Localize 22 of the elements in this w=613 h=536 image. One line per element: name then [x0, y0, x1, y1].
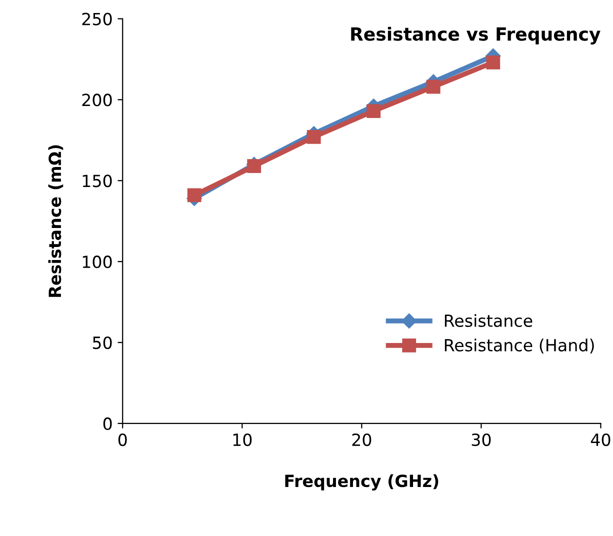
point: [426, 80, 440, 94]
chart-title: Resistance vs Frequency: [351, 26, 600, 44]
x-tick-label: 40: [590, 433, 610, 446]
point: [486, 56, 500, 70]
y-tick-label: 50: [92, 336, 112, 350]
y-tick-label: 100: [82, 256, 112, 268]
y-tick-label: 250: [82, 12, 112, 26]
legend-label: Resistance: [444, 314, 532, 328]
y-axis-title: Resistance (mΩ): [48, 145, 64, 297]
y-tick-label: 0: [103, 417, 112, 430]
legend-label: Resistance (Hand): [444, 338, 594, 354]
x-tick-label: 20: [352, 433, 372, 446]
x-tick-label: 30: [472, 433, 491, 446]
x-axis-title: Frequency (GHz): [285, 474, 438, 491]
point: [247, 159, 262, 174]
x-tick-label: 0: [118, 433, 127, 446]
point: [187, 188, 202, 202]
y-tick-label: 200: [82, 94, 112, 106]
point: [306, 130, 321, 144]
y-tick-label: 150: [82, 174, 112, 188]
x-tick-label: 10: [233, 433, 252, 446]
point: [366, 104, 381, 118]
